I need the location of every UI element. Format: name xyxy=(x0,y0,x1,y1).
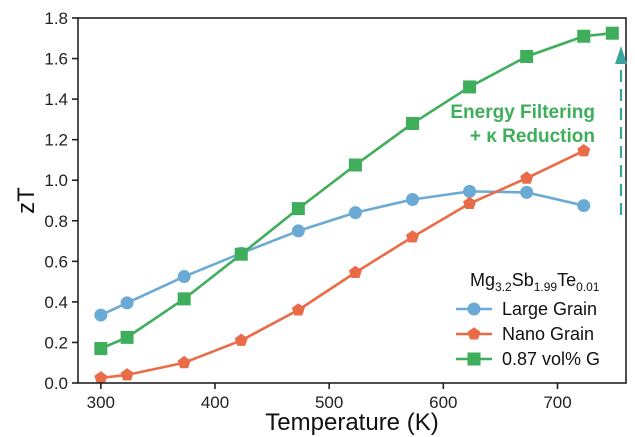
series-0-point-5 xyxy=(348,206,362,220)
plot-layer xyxy=(94,26,619,384)
series-1-point-4 xyxy=(291,303,305,316)
series-0-point-9 xyxy=(577,199,591,213)
series-2-point-4 xyxy=(291,202,305,216)
x-tick-label-2: 500 xyxy=(315,393,343,412)
legend-label-0: Large Grain xyxy=(502,299,597,319)
legend-marker-1 xyxy=(467,327,481,340)
series-2-point-3 xyxy=(234,247,248,261)
series-2-point-9 xyxy=(577,29,591,43)
y-tick-label-6: 1.2 xyxy=(44,131,68,150)
series-2-point-6 xyxy=(406,116,420,130)
y-axis-title: zT xyxy=(13,187,40,214)
legend-title: Mg3.2Sb1.99Te0.01 xyxy=(470,270,600,294)
series-1-point-3 xyxy=(234,333,248,346)
legend-marker-2 xyxy=(467,352,481,366)
series-0-point-6 xyxy=(406,192,420,206)
legend-title-mid1: Sb xyxy=(512,270,534,290)
y-tick-label-2: 0.4 xyxy=(44,293,68,312)
y-tick-label-8: 1.6 xyxy=(44,50,68,69)
series-0-point-2 xyxy=(177,270,191,284)
series-1-point-8 xyxy=(520,171,534,184)
x-tick-label-0: 300 xyxy=(87,393,115,412)
y-tick-label-7: 1.4 xyxy=(44,90,68,109)
series-line-0 xyxy=(100,190,585,317)
series-1-point-5 xyxy=(348,265,362,278)
annotation-layer: Energy Filtering + κ Reduction xyxy=(450,46,627,215)
series-2-point-0 xyxy=(94,342,108,356)
series-0-point-8 xyxy=(520,185,534,199)
legend-title-sub3: 0.01 xyxy=(576,280,600,294)
series-2-point-2 xyxy=(177,292,191,306)
legend-title-mid2: Te xyxy=(557,270,576,290)
y-tick-label-3: 0.6 xyxy=(44,252,68,271)
series-0-point-4 xyxy=(291,224,305,238)
series-1-point-9 xyxy=(577,144,591,157)
series-0-point-0 xyxy=(94,308,108,322)
series-2-point-5 xyxy=(348,158,362,172)
annotation-line1: Energy Filtering xyxy=(450,102,595,123)
series-2-point-10 xyxy=(605,26,619,40)
y-tick-label-0: 0.0 xyxy=(44,374,68,393)
series-line-1 xyxy=(100,149,585,380)
legend-title-sub1: 3.2 xyxy=(495,280,512,294)
legend: Mg3.2Sb1.99Te0.01 Large Grain Nano Grain 0… xyxy=(456,270,600,369)
legend-item-0: Large Grain xyxy=(456,299,597,319)
x-tick-label-4: 700 xyxy=(543,393,571,412)
series-1-point-7 xyxy=(463,196,477,210)
axes-layer: 300 400 500 600 700 0.0 0.2 0.4 0.6 0.8 1.0 1.2 1.4 1… xyxy=(13,9,627,436)
x-axis-title: Temperature (K) xyxy=(265,409,438,436)
series-1-point-6 xyxy=(406,230,419,243)
annotation-line2: + κ Reduction xyxy=(470,126,595,147)
x-tick-label-3: 600 xyxy=(429,393,457,412)
legend-item-1: Nano Grain xyxy=(456,324,594,344)
legend-label-1: Nano Grain xyxy=(502,324,594,344)
legend-item-2: 0.87 vol% G xyxy=(456,349,600,369)
series-1 xyxy=(94,144,591,384)
series-2 xyxy=(94,26,619,356)
x-tick-label-1: 400 xyxy=(201,393,229,412)
legend-title-sub2: 1.99 xyxy=(534,280,558,294)
series-1-point-1 xyxy=(120,368,134,381)
series-0-point-1 xyxy=(120,296,134,310)
y-tick-label-9: 1.8 xyxy=(44,9,68,28)
y-tick-label-1: 0.2 xyxy=(44,333,68,352)
y-tick-label-5: 1.0 xyxy=(44,171,68,190)
legend-label-2: 0.87 vol% G xyxy=(502,349,600,369)
legend-title-base: Mg xyxy=(470,270,495,290)
y-tick-label-4: 0.8 xyxy=(44,212,68,231)
series-2-point-7 xyxy=(463,80,477,94)
series-2-point-1 xyxy=(120,330,134,344)
series-2-point-8 xyxy=(520,50,534,64)
series-0-point-7 xyxy=(463,184,477,198)
annotation-arrow-head xyxy=(615,46,627,64)
plot-frame xyxy=(77,17,627,384)
series-1-point-2 xyxy=(177,355,191,369)
series-1-point-0 xyxy=(94,371,108,384)
legend-marker-0 xyxy=(467,302,481,316)
